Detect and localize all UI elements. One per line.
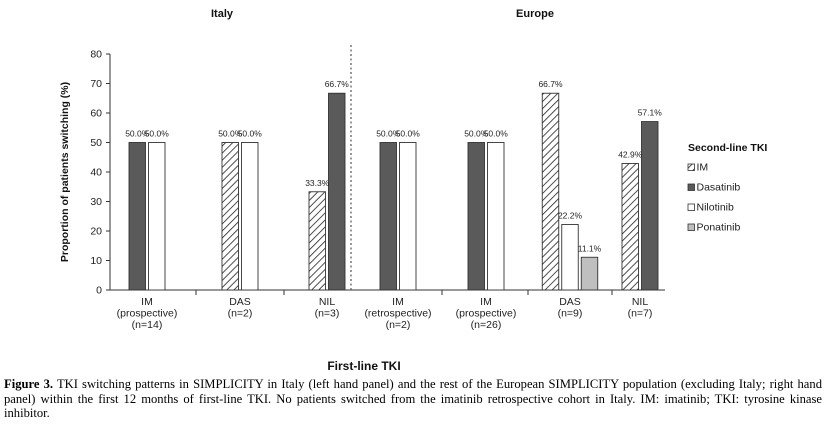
data-label: 50.0%	[376, 129, 401, 139]
caption-text: TKI switching patterns in SIMPLICITY in …	[4, 377, 822, 421]
x-axis-label: First-line TKI	[327, 359, 400, 373]
x-category-label: (prospective)	[456, 308, 517, 320]
y-tick-label: 80	[90, 49, 102, 61]
y-tick-label: 30	[90, 196, 102, 208]
bar-dasatinib	[379, 142, 397, 291]
x-category-label: (n=9)	[558, 308, 583, 320]
tki-switching-chart: 0 10 20 30 40 50 60 70 80 Proportion of patients …	[59, 8, 767, 373]
legend-title: Second-line TKI	[688, 142, 767, 154]
y-axis-label: Proportion of patients switching (%)	[59, 82, 71, 262]
legend-label: Nilotinib	[697, 202, 735, 214]
figure-caption: Figure 3. TKI switching patterns in SIMP…	[4, 377, 822, 421]
x-category-label: (n=2)	[386, 319, 411, 331]
x-category-label: IM	[392, 296, 404, 308]
x-category-label: IM	[141, 296, 153, 308]
data-label: 50.0%	[238, 129, 263, 139]
data-label: 42.9%	[618, 149, 643, 159]
x-category-label: (retrospective)	[364, 308, 431, 320]
bars-layer	[128, 92, 659, 291]
legend: Second-line TKI IM Dasatinib Nilotinib Ponat…	[687, 142, 767, 234]
data-label: 22.2%	[558, 211, 583, 221]
bar-im	[621, 162, 639, 291]
data-label: 50.0%	[125, 129, 150, 139]
y-tick-label: 60	[90, 108, 102, 120]
x-category-label: (prospective)	[117, 308, 178, 320]
labels-layer: 50.0%50.0% 50.0%50.0%33.3%66.7%50.0%50.0%…	[125, 79, 662, 253]
bar-nilotinib	[561, 224, 579, 291]
data-label: 57.1%	[638, 108, 663, 118]
data-label: 50.0%	[145, 129, 170, 139]
y-tick-label: 50	[90, 137, 102, 149]
bar-nilotinib	[148, 142, 166, 291]
bar-nilotinib	[399, 142, 417, 291]
x-category-label: (n=7)	[628, 308, 653, 320]
y-tick-label: 10	[90, 255, 102, 267]
data-label: 50.0%	[396, 129, 421, 139]
axes-layer: 0 10 20 30 40 50 60 70 80 Proportion of patients …	[59, 8, 665, 373]
y-tick-label: 0	[96, 285, 102, 297]
data-label: 50.0%	[218, 129, 243, 139]
data-label: 50.0%	[464, 129, 489, 139]
bar-im	[541, 92, 560, 291]
legend-swatch-im	[687, 163, 695, 171]
bar-dasatinib	[328, 92, 346, 291]
panel-title: Italy	[211, 8, 234, 20]
y-tick-label: 70	[90, 78, 102, 90]
data-label: 50.0%	[484, 129, 509, 139]
bar-ponatinib	[580, 256, 599, 291]
legend-label: Ponatinib	[697, 222, 741, 234]
x-category-label: (n=3)	[315, 308, 340, 320]
bar-dasatinib	[641, 121, 659, 291]
data-label: 66.7%	[538, 79, 563, 89]
legend-label: Dasatinib	[697, 182, 741, 194]
bar-nilotinib	[241, 142, 259, 291]
bar-dasatinib	[467, 142, 485, 291]
legend-swatch-ponatinib	[687, 223, 695, 231]
x-category-label: NIL	[319, 296, 336, 308]
bar-dasatinib	[128, 142, 146, 291]
x-category-label: IM	[480, 296, 492, 308]
y-tick-label: 20	[90, 226, 102, 238]
panel-title: Europe	[516, 8, 554, 20]
data-label: 33.3%	[305, 178, 330, 188]
bar-im	[221, 142, 239, 291]
legend-label: IM	[697, 162, 709, 174]
x-category-label: DAS	[559, 296, 581, 308]
x-category-label: (n=2)	[228, 308, 253, 320]
x-category-label: DAS	[229, 296, 251, 308]
x-category-label: (n=14)	[132, 319, 163, 331]
bar-im	[308, 191, 326, 291]
x-category-label: (n=26)	[471, 319, 502, 331]
data-label: 11.1%	[578, 243, 602, 253]
y-tick-label: 40	[90, 167, 102, 179]
figure-label: Figure 3.	[4, 377, 54, 391]
bar-nilotinib	[487, 142, 505, 291]
legend-swatch-dasatinib	[687, 183, 695, 191]
data-label: 66.7%	[325, 79, 350, 89]
x-category-label: NIL	[632, 296, 649, 308]
legend-swatch-nilotinib	[687, 203, 695, 211]
